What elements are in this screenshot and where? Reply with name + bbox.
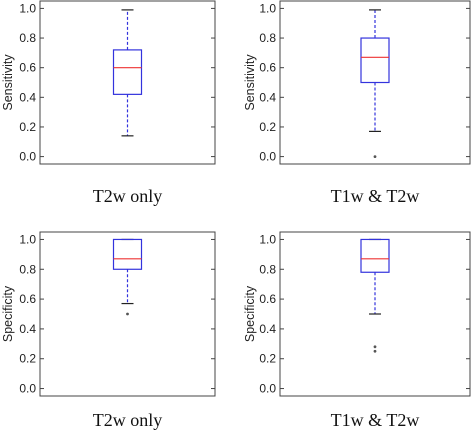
y-tick-label: 0.8 xyxy=(19,31,36,45)
y-tick-label: 0.0 xyxy=(259,382,276,396)
boxplot-panel-2: 0.0 0.2 0.4 0.6 0.8 1.0 Sensitivity T1w & T2w xyxy=(243,0,471,206)
panel-title: T1w & T2w xyxy=(331,410,420,430)
y-tick-label: 1.0 xyxy=(19,1,36,15)
axes-frame xyxy=(39,231,216,397)
y-axis-label: Sensitivity xyxy=(243,54,257,111)
panel-title: T2w only xyxy=(93,410,163,430)
axes-frame xyxy=(39,0,216,165)
iqr-box xyxy=(112,49,143,95)
outlier-point xyxy=(373,349,377,353)
panel-title: T2w only xyxy=(93,186,163,206)
y-tick-label: 0.6 xyxy=(259,292,276,306)
y-tick-label: 1.0 xyxy=(19,232,36,246)
y-tick-label: 0.8 xyxy=(259,31,276,45)
boxplot-panel-4: 0.0 0.2 0.4 0.6 0.8 1.0 Specificity T1w & T2w xyxy=(243,231,471,430)
y-tick-label: 1.0 xyxy=(259,1,276,15)
y-tick-label: 0.2 xyxy=(259,120,276,134)
iqr-box xyxy=(112,238,143,270)
y-tick-label: 0.8 xyxy=(19,262,36,276)
y-tick-label: 0.4 xyxy=(19,322,36,336)
boxplot-panel-3: 0.0 0.2 0.4 0.6 0.8 1.0 Specificity T2w only xyxy=(1,231,216,430)
outlier-point xyxy=(126,312,129,316)
y-tick-label: 0.6 xyxy=(19,61,36,75)
y-tick-label: 0.0 xyxy=(19,382,36,396)
y-axis-label: Specificity xyxy=(243,285,257,342)
y-tick-label: 0.4 xyxy=(19,90,36,104)
y-tick-label: 0.2 xyxy=(19,352,36,366)
y-tick-label: 0.4 xyxy=(259,322,276,336)
y-tick-label: 0.2 xyxy=(19,120,36,134)
y-axis-label: Sensitivity xyxy=(1,54,15,111)
y-tick-label: 0.6 xyxy=(19,292,36,306)
axes-frame xyxy=(279,231,471,397)
y-tick-label: 0.4 xyxy=(259,90,276,104)
axes-frame xyxy=(279,0,471,165)
boxplot-panel-1: 0.0 0.2 0.4 0.6 0.8 1.0 Sensitivity T2w only xyxy=(1,0,216,206)
y-tick-label: 1.0 xyxy=(259,232,276,246)
y-tick-label: 0.0 xyxy=(19,150,36,164)
y-axis-label: Specificity xyxy=(1,285,15,342)
y-tick-label: 0.6 xyxy=(259,61,276,75)
y-tick-label: 0.8 xyxy=(259,262,276,276)
y-tick-label: 0.0 xyxy=(259,150,276,164)
outlier-point xyxy=(373,345,377,349)
outlier-point xyxy=(373,155,377,158)
iqr-box xyxy=(360,37,390,84)
panel-title: T1w & T2w xyxy=(331,186,420,206)
y-tick-label: 0.2 xyxy=(259,352,276,366)
iqr-box xyxy=(360,238,390,273)
